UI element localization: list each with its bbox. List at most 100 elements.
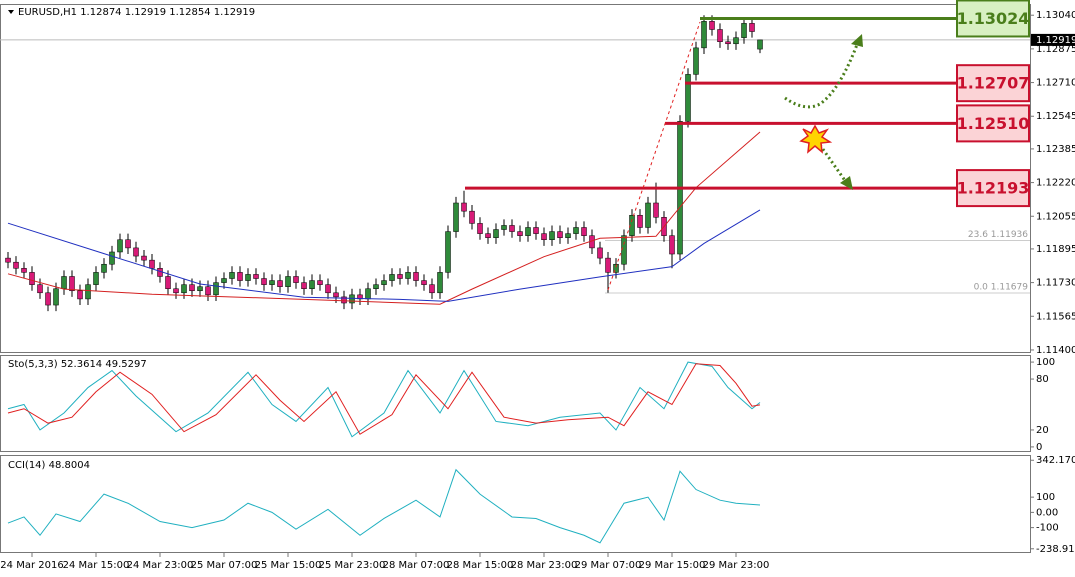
candle-body	[581, 227, 587, 236]
arrow-head	[840, 176, 853, 190]
arrow-head	[851, 34, 863, 47]
level-label: 1.12707	[957, 74, 1030, 93]
y-tick-label: 1.13040	[1036, 10, 1075, 21]
candle-body	[61, 276, 67, 289]
candle-body	[261, 278, 267, 285]
candle-body	[517, 231, 523, 236]
candle-body	[293, 276, 299, 283]
candle-body	[325, 284, 331, 294]
level-label: 1.12193	[957, 179, 1030, 198]
chart-title: EURUSD,H1 1.12874 1.12919 1.12854 1.1291…	[18, 7, 255, 18]
candle-body	[501, 225, 507, 230]
candle-body	[277, 280, 283, 287]
main-panel	[0, 4, 1031, 353]
candle-body	[533, 227, 539, 234]
candle-body	[477, 223, 483, 234]
candle-body	[669, 235, 675, 255]
x-tick-label: 25 Mar 23:00	[319, 560, 386, 571]
candle-body	[173, 288, 179, 294]
candle-body	[741, 23, 747, 38]
candle-body	[149, 259, 155, 269]
y-tick-label: 0.00	[1036, 507, 1058, 518]
candle-body	[365, 288, 371, 300]
moving-average	[7, 131, 761, 305]
candle-body	[205, 286, 211, 296]
level-label: 1.13024	[957, 9, 1030, 28]
x-tick-label: 24 Mar 2016	[0, 560, 63, 571]
candle-body	[653, 202, 659, 218]
candle-body	[197, 286, 203, 292]
y-tick-label: 1.11895	[1036, 244, 1075, 255]
y-tick-label: -100	[1036, 523, 1059, 534]
price-box	[1031, 33, 1075, 46]
candle-body	[37, 284, 43, 294]
candle-body	[597, 247, 603, 259]
candle-body	[541, 233, 547, 240]
y-tick-label: 1.12710	[1036, 78, 1075, 89]
cci-title: CCI(14) 48.8004	[8, 460, 90, 471]
explosion-icon	[799, 124, 833, 154]
trend-line	[607, 21, 701, 291]
candle-body	[221, 278, 227, 283]
candle-body	[693, 47, 699, 75]
candle-body	[5, 257, 11, 263]
candle-body	[549, 231, 555, 240]
candle-body	[237, 272, 243, 281]
candle-body	[389, 274, 395, 281]
candle-body	[709, 21, 715, 30]
x-tick-label: 29 Mar 23:00	[703, 560, 770, 571]
candle-body	[77, 290, 83, 300]
candle-body	[437, 272, 443, 294]
candle-body	[317, 280, 323, 285]
candle-body	[213, 282, 219, 296]
candle-body	[85, 284, 91, 300]
level-box	[956, 0, 1030, 38]
y-tick-label: 1.12385	[1036, 144, 1075, 155]
y-tick-label: 1.12055	[1036, 211, 1075, 222]
x-tick-label: 24 Mar 15:00	[63, 560, 130, 571]
y-tick-label: 80	[1036, 374, 1049, 385]
candle-body	[717, 29, 723, 42]
y-tick-label: 1.12545	[1036, 111, 1075, 122]
candle-body	[685, 74, 691, 122]
candle-body	[613, 263, 619, 273]
x-tick-label: 29 Mar 07:00	[575, 560, 642, 571]
candle-body	[301, 282, 307, 289]
candle-body	[29, 272, 35, 285]
candle-body	[181, 284, 187, 294]
candle-body	[381, 280, 387, 285]
candle-body	[629, 214, 635, 236]
y-tick-label: 0	[1036, 442, 1042, 453]
price-label: 1.12919	[1036, 35, 1075, 46]
candle-body	[21, 268, 27, 273]
menu-triangle	[8, 10, 14, 14]
candle-body	[53, 288, 59, 306]
candle-body	[413, 272, 419, 281]
candle-body	[189, 284, 195, 292]
candle-body	[645, 202, 651, 228]
y-tick-label: -238.91296	[1036, 544, 1075, 555]
candle-body	[701, 21, 707, 49]
x-tick-label: 25 Mar 15:00	[255, 560, 322, 571]
candle-body	[101, 263, 107, 273]
level-label: 1.12510	[957, 114, 1030, 133]
candle-body	[493, 229, 499, 238]
y-tick-label: 20	[1036, 425, 1049, 436]
x-tick-label: 28 Mar 23:00	[511, 560, 578, 571]
y-tick-label: 1.11565	[1036, 311, 1075, 322]
candle-body	[509, 225, 515, 232]
indicator-line	[7, 468, 761, 544]
stoch-title: Sto(5,3,3) 52.3614 49.5297	[8, 359, 147, 370]
candle-body	[573, 227, 579, 234]
stoch-panel	[0, 355, 1031, 452]
candle-body	[469, 210, 475, 224]
candle-body	[445, 231, 451, 273]
candle-body	[453, 202, 459, 232]
moving-average	[7, 209, 761, 302]
candle-body	[485, 233, 491, 238]
candle-body	[165, 276, 171, 289]
candle-body	[733, 37, 739, 45]
level-box	[956, 169, 1030, 208]
